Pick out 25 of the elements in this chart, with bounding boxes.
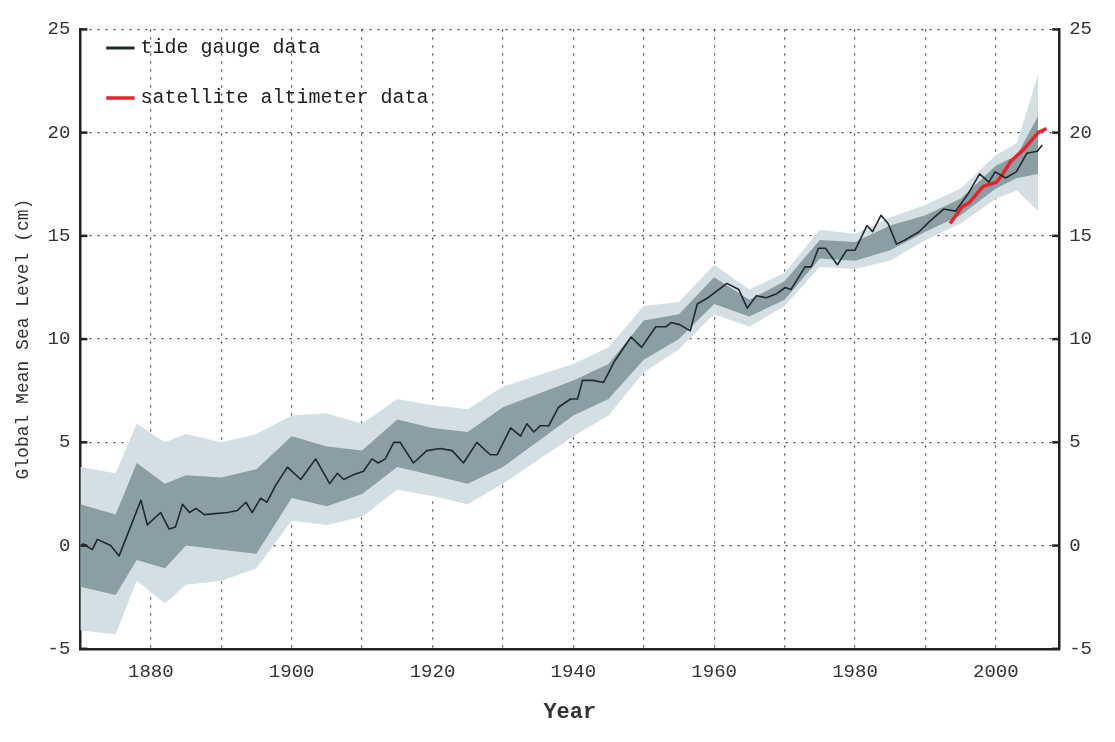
x-tick-label: 1880 [128,661,174,684]
y2-tick-label: 10 [1069,328,1093,351]
y2-tick-label: -5 [1069,637,1093,660]
y-tick-label: 20 [47,121,71,144]
y2-tick-label: 25 [1069,18,1093,41]
y-tick-label: 10 [47,328,71,351]
y-tick-label: 25 [47,18,71,41]
y2-tick-label: 20 [1069,121,1093,144]
x-tick-label: 1940 [550,661,597,684]
x-tick-label: 1980 [832,661,878,684]
x-tick-label: 1920 [409,661,456,684]
x-tick-label: 2000 [973,661,1019,684]
y-tick-label: 15 [47,224,71,247]
x-axis-title: Year [543,700,597,726]
legend-label: satellite altimeter data [140,86,429,110]
x-tick-label: 1900 [268,661,315,684]
y-tick-label: 5 [59,431,71,454]
y-tick-label: 0 [59,534,71,557]
y-axis-title: Global Mean Sea Level (cm) [12,198,33,480]
legend-label: tide gauge data [140,36,321,60]
y2-tick-label: 0 [1069,534,1081,557]
y-tick-label: -5 [47,637,71,660]
y2-tick-label: 5 [1069,431,1081,454]
x-tick-label: 1960 [691,661,737,684]
y2-tick-label: 15 [1069,224,1093,247]
